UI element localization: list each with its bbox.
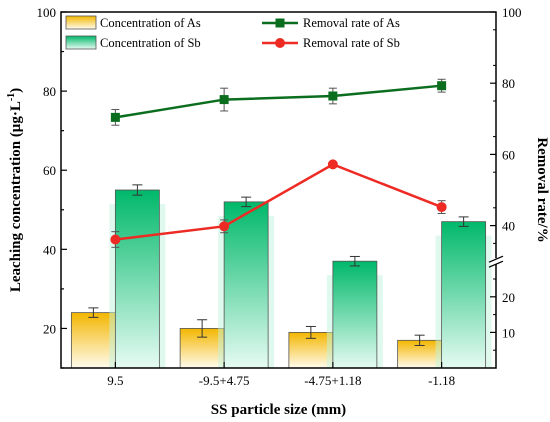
bar-sb [332,260,378,369]
series-line-sb [115,162,443,241]
y2-tick-label: 80 [502,76,515,91]
y2-tick-label: 40 [502,219,515,234]
axis-break [488,255,504,263]
x-axis-title: SS particle size (mm) [211,402,346,418]
axis-break [488,260,504,268]
y-tick-label: 100 [37,5,57,20]
legend-swatch-sb [65,35,97,50]
y2-tick-label: 100 [502,5,522,20]
legend-label-conc-sb: Concentration of Sb [100,36,201,50]
y-axis-title-close: ) [8,88,24,93]
point-marker-sb [327,159,338,170]
bar-sb [441,221,487,369]
bar-sb [114,189,160,369]
y-axis-title-sup: -1 [6,93,17,101]
x-tick-label: -4.75+1.18 [304,373,361,388]
point-marker-as [328,91,338,101]
bar-sb [223,201,269,369]
y-axis-title: Leaching concentration (μg·L-1) [6,88,24,292]
legend-marker-as [275,18,285,28]
x-tick-label: -1.18 [428,373,455,388]
point-marker-sb [436,202,447,213]
y-tick-label: 60 [43,163,56,178]
point-marker-as [110,112,120,122]
y-tick-label: 80 [43,84,56,99]
legend-label-rate-as: Removal rate of As [303,16,400,30]
x-tick-label: 9.5 [107,373,123,388]
point-marker-sb [219,221,230,232]
legend-marker-sb [275,38,285,48]
series-line-as [115,84,442,119]
bar-as [70,312,116,369]
point-marker-as [437,81,447,91]
x-tick-label: -9.5+4.75 [199,373,250,388]
y2-tick-label: 20 [502,290,515,305]
legend-label-conc-as: Concentration of As [100,16,201,30]
y-tick-label: 20 [43,321,56,336]
y2-axis-title: Removal rate/% [534,137,550,242]
y-tick-label: 40 [43,242,56,257]
point-marker-as [219,95,229,105]
y2-tick-label: 60 [502,147,515,162]
legend-swatch-as [65,15,97,30]
point-marker-sb [110,234,121,245]
legend-label-rate-sb: Removal rate of Sb [303,36,400,50]
axis-break-gap [490,258,502,265]
y2-tick-label: 10 [502,325,515,340]
plot-frame [60,11,497,369]
plot-area: 20 40 60 80 100 10 20 40 60 80 100 9.5 -9.5+4.75 -4.7… [6,5,550,418]
